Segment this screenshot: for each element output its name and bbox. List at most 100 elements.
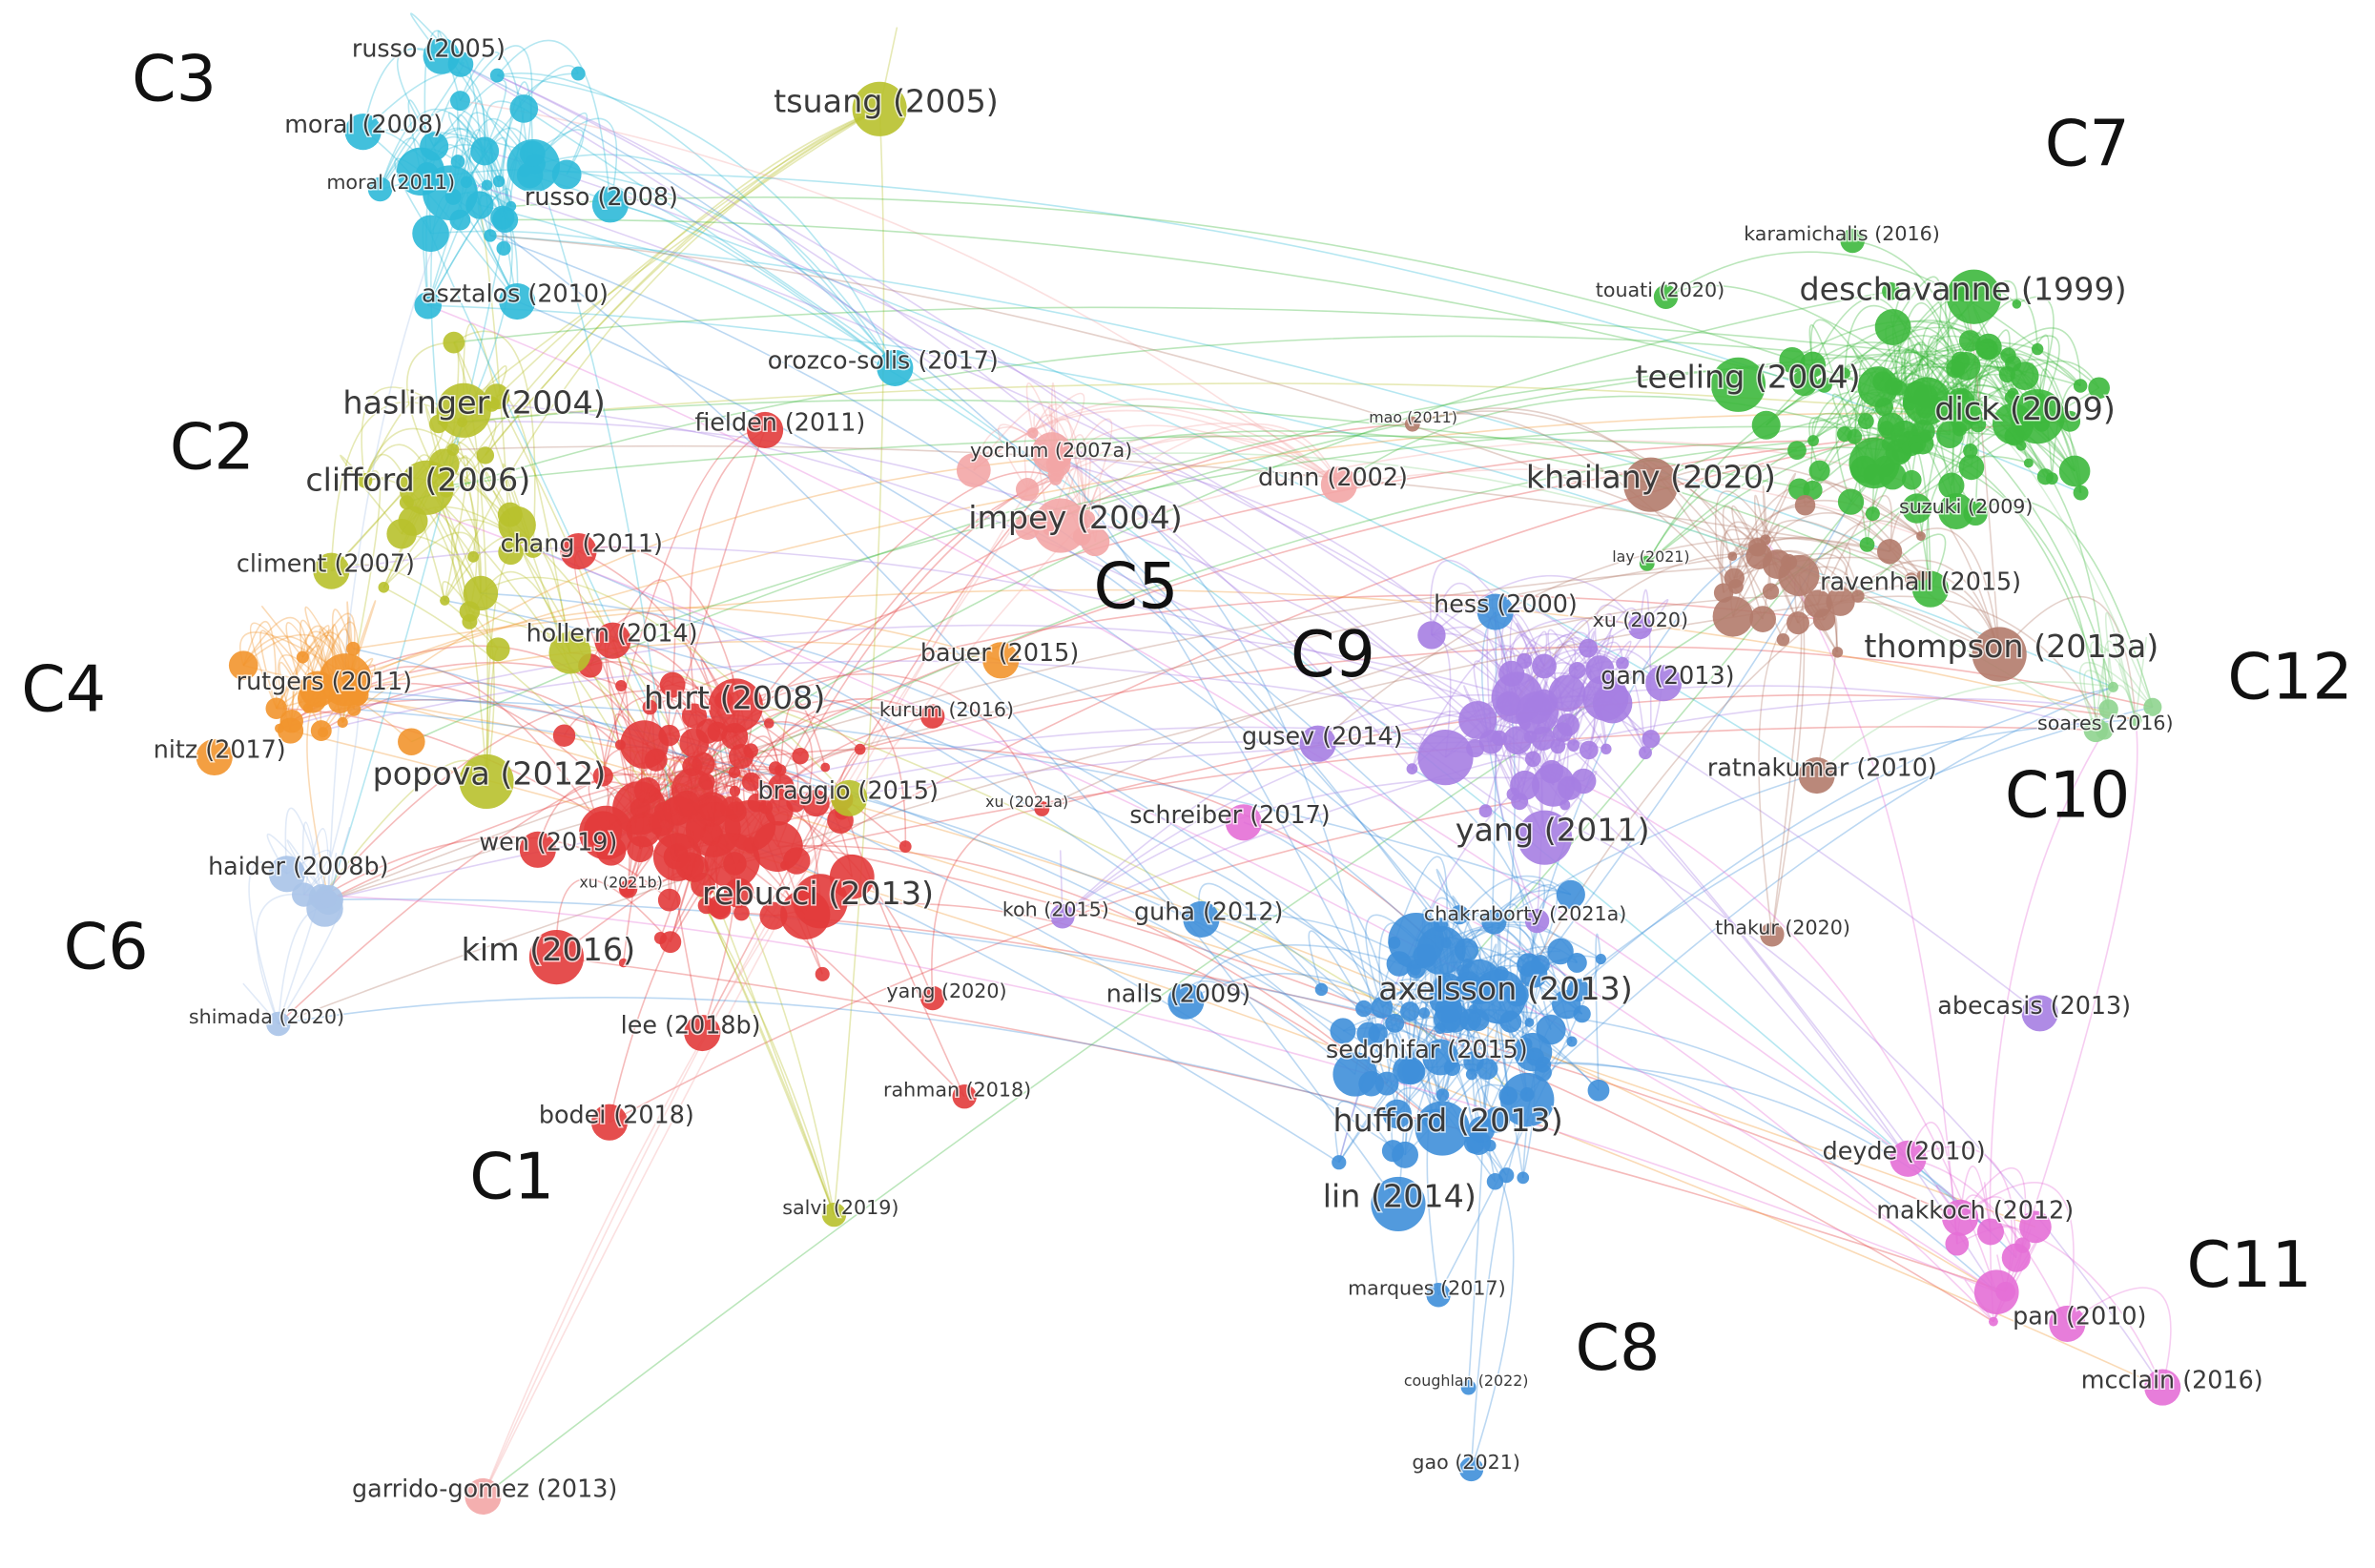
- edge: [1026, 436, 1340, 490]
- edge: [327, 108, 526, 900]
- edge: [482, 518, 1087, 1497]
- edge: [1051, 430, 1931, 590]
- edge: [692, 768, 854, 877]
- node-bubble: [498, 505, 536, 545]
- edge: [427, 304, 1909, 1160]
- node-bubble: [1517, 652, 1533, 669]
- node-bubble: [378, 581, 390, 593]
- edge: [1891, 287, 1962, 361]
- node-bubble: [1491, 730, 1508, 746]
- edge: [524, 171, 2081, 494]
- edge: [1440, 875, 1572, 951]
- node-bubble: [747, 411, 784, 449]
- node-bubble: [519, 831, 556, 868]
- edge: [2090, 641, 2154, 710]
- node-bubble: [642, 699, 658, 715]
- node-bubble: [357, 473, 373, 488]
- node-bubble: [659, 671, 686, 698]
- edge: [534, 112, 589, 175]
- node-bubble: [1483, 1106, 1511, 1133]
- node-bubble: [1299, 725, 1336, 762]
- node-bubble: [2083, 717, 2108, 743]
- edge: [1055, 418, 1113, 520]
- node-bubble: [351, 691, 366, 707]
- node-bubble: [920, 704, 945, 729]
- edge: [1056, 423, 1340, 485]
- node-bubble: [1417, 730, 1474, 786]
- edge: [973, 398, 1340, 485]
- edge: [261, 606, 303, 658]
- edge: [1060, 423, 1340, 526]
- node-bubble: [1616, 656, 1629, 671]
- node-bubble: [467, 550, 480, 563]
- edge: [1857, 533, 1947, 597]
- node-bubble: [1874, 309, 1911, 345]
- node-bubble: [1531, 726, 1556, 751]
- node-bubble: [1382, 1099, 1412, 1129]
- edge: [242, 616, 310, 709]
- node-bubble: [470, 136, 500, 166]
- node-bubble: [1547, 938, 1574, 965]
- edge: [276, 645, 323, 710]
- edge: [733, 471, 1057, 737]
- node-bubble: [1415, 1101, 1470, 1156]
- edge: [303, 894, 1997, 1293]
- node-bubble: [1747, 538, 1767, 557]
- node-bubble: [2045, 472, 2058, 485]
- node-bubble: [1471, 969, 1527, 1024]
- node-label: rebucci (2013): [702, 875, 934, 912]
- node-label: yang (2020): [886, 980, 1006, 1002]
- node-bubble: [2010, 361, 2039, 391]
- node-bubble: [1465, 1068, 1477, 1081]
- node-bubble: [743, 743, 758, 758]
- node-bubble: [592, 766, 613, 787]
- node-bubble: [1535, 1056, 1552, 1073]
- node-bubble: [279, 709, 303, 733]
- edge: [1060, 442, 1091, 526]
- edge: [1051, 451, 1412, 1072]
- node-label: schreiber (2017): [1129, 800, 1331, 829]
- node-bubble: [594, 622, 631, 659]
- node-bubble: [982, 642, 1020, 679]
- edge: [689, 429, 766, 765]
- node-bubble: [1916, 569, 1929, 582]
- node-label: lee (2018b): [621, 1011, 761, 1040]
- edge: [1665, 284, 1972, 416]
- node-bubble: [1477, 593, 1514, 630]
- cluster-label: C4: [21, 651, 106, 726]
- edge: [733, 700, 907, 847]
- node-bubble: [1579, 638, 1599, 658]
- edge: [1431, 706, 2154, 1120]
- node-bubble: [1015, 478, 1040, 502]
- node-bubble: [1015, 515, 1040, 541]
- node-bubble: [1808, 460, 1830, 482]
- node-bubble: [1400, 1001, 1420, 1021]
- node-bubble: [1890, 1140, 1927, 1177]
- edge: [496, 74, 1414, 770]
- node-bubble: [1938, 493, 1974, 529]
- edge: [427, 304, 2114, 689]
- edge: [668, 694, 733, 809]
- edge: [1049, 434, 1340, 529]
- node-label: impey (2004): [968, 499, 1183, 536]
- node-bubble: [729, 785, 741, 797]
- node-label: popova (2012): [373, 755, 607, 793]
- edge: [1470, 1142, 1515, 1470]
- node-label: yang (2011): [1456, 811, 1650, 848]
- edge: [286, 839, 330, 909]
- node-bubble: [710, 898, 732, 920]
- edge: [453, 330, 536, 548]
- node-label: haslinger (2004): [342, 383, 605, 421]
- node-bubble: [1988, 1316, 1998, 1327]
- node-bubble: [1816, 377, 1832, 393]
- cluster-label: C5: [1094, 548, 1179, 623]
- edge: [1406, 1062, 2017, 1259]
- edge: [1376, 926, 1535, 1034]
- node-bubble: [920, 985, 945, 1011]
- node-label: climent (2007): [237, 548, 415, 577]
- edge: [1551, 771, 1997, 1292]
- node-label: xu (2021a): [985, 793, 1068, 811]
- node-bubble: [1517, 810, 1573, 865]
- node-bubble: [1974, 333, 2002, 361]
- edge: [1731, 505, 1764, 620]
